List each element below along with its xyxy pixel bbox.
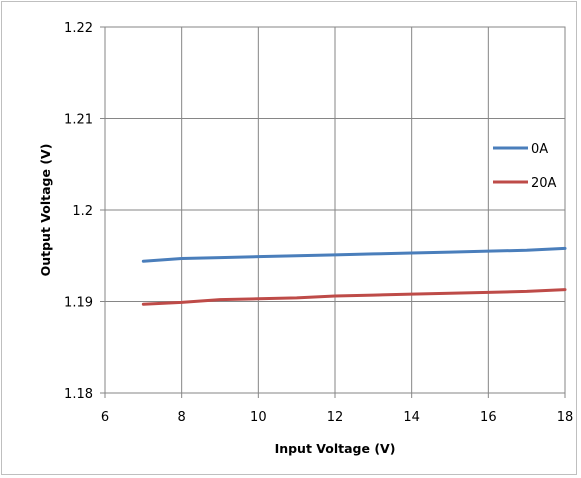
tick-labels: 6 8 10 12 14 16 18 1.18 1.19 1.2 1.21 1.22 (64, 21, 573, 425)
grid-lines (100, 26, 566, 398)
legend-label: 0A (531, 142, 548, 157)
x-axis-title: Input Voltage (V) (275, 441, 396, 456)
y-tick-label: 1.22 (64, 21, 93, 36)
series-line-0a (141, 246, 567, 263)
legend-label: 20A (531, 176, 557, 191)
x-tick-label: 12 (327, 410, 344, 425)
x-tick-label: 18 (557, 410, 574, 425)
y-tick-label: 1.2 (72, 204, 93, 219)
plot-area (104, 26, 566, 394)
y-tick-label: 1.18 (64, 387, 93, 402)
x-tick-label: 10 (250, 410, 267, 425)
x-tick-label: 8 (178, 410, 186, 425)
x-tick-label: 14 (403, 410, 420, 425)
legend: 0A 20A (493, 142, 557, 191)
y-axis-title: Output Voltage (V) (38, 144, 53, 277)
series-lines (141, 246, 567, 306)
x-tick-label: 6 (101, 410, 109, 425)
y-tick-label: 1.21 (64, 113, 93, 128)
series-line-20a (141, 288, 567, 306)
y-tick-label: 1.19 (64, 296, 93, 311)
x-tick-label: 16 (480, 410, 497, 425)
